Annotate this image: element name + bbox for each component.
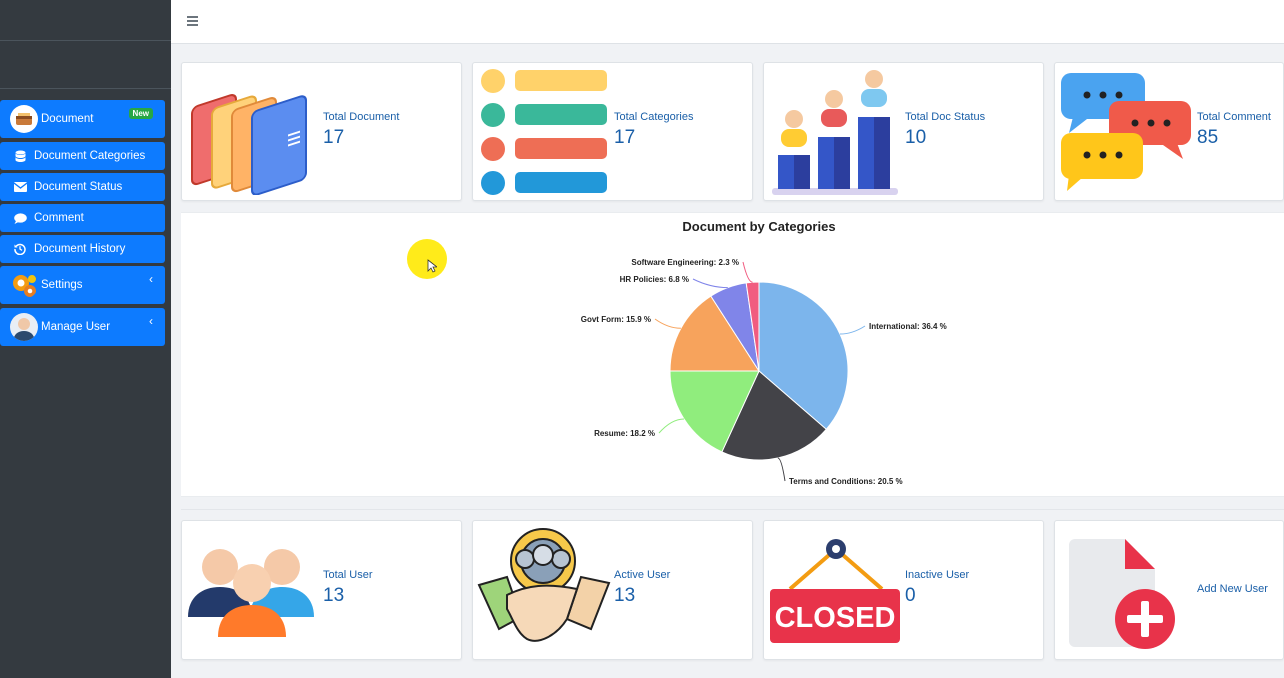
hamburger-menu-icon[interactable] [187, 16, 198, 26]
pie-leader-line [654, 318, 681, 329]
gears-icon [10, 271, 38, 299]
closed-sign-text: CLOSED [775, 602, 896, 634]
stat-card-total-user[interactable]: Total User 13 [181, 520, 462, 660]
users-group-icon [188, 549, 314, 637]
stat-label: Total Document [323, 111, 400, 123]
chevron-left-icon: ‹ [149, 314, 153, 328]
stat-label: Total User [323, 569, 373, 581]
stat-value: 13 [614, 585, 636, 606]
closed-sign-icon: CLOSED [770, 539, 900, 643]
top-navbar [171, 0, 1284, 44]
stat-value: 0 [905, 585, 916, 606]
stat-card-total-doc-status[interactable]: Total Doc Status 10 [763, 62, 1044, 201]
chart-title: Document by Categories [682, 219, 836, 234]
pie-data-label: Terms and Conditions: 20.5 % [789, 477, 903, 486]
history-icon [12, 241, 28, 257]
people-bar-chart-icon [772, 70, 898, 195]
document-box-icon [10, 105, 38, 133]
folders-icon [191, 93, 307, 195]
sidebar-item-label: Document [41, 113, 94, 125]
sidebar-item-label: Document Status [34, 181, 123, 193]
speech-bubble-icon [12, 210, 28, 226]
pie-leader-line [658, 418, 685, 434]
colored-list-icon [481, 69, 607, 195]
sidebar-item-label: Manage User [41, 321, 111, 333]
pie-leader-line [777, 457, 786, 482]
sidebar-item-label: Settings [41, 279, 83, 291]
sidebar-item-document-status[interactable]: Document Status [0, 173, 165, 201]
pie-leader-line [839, 325, 866, 335]
stat-value: 10 [905, 127, 927, 148]
pie-data-label: International: 36.4 % [869, 322, 947, 331]
stat-value: 17 [323, 127, 345, 148]
chevron-left-icon: ‹ [149, 272, 153, 286]
sidebar-item-comment[interactable]: Comment [0, 204, 165, 232]
stat-label: Total Categories [614, 111, 694, 123]
sidebar-divider [0, 88, 171, 89]
pie-data-label: HR Policies: 6.8 % [620, 275, 689, 284]
sidebar-item-label: Document Categories [34, 150, 146, 162]
pie-leader-line [742, 261, 753, 283]
pie-data-label: Resume: 18.2 % [594, 429, 655, 438]
stat-card-total-comment[interactable]: Total Comment 85 [1054, 62, 1284, 201]
stat-label: Active User [614, 569, 671, 581]
sidebar-item-manage-user[interactable]: Manage User ‹ [0, 308, 165, 346]
handshake-gear-icon [477, 528, 611, 642]
mouse-pointer-icon [427, 259, 437, 273]
document-by-categories-chart: Document by Categories International: 36… [181, 212, 1284, 497]
new-badge: New [128, 108, 153, 119]
sidebar-item-label: Comment [34, 212, 84, 224]
stat-card-total-categories[interactable]: Total Categories 17 [472, 62, 753, 201]
pie-slice-terms-and-conditions[interactable] [721, 370, 827, 461]
stat-label: Total Doc Status [905, 111, 986, 123]
pie-data-label: Govt Form: 15.9 % [581, 315, 651, 324]
chat-bubbles-icon [1061, 73, 1191, 191]
pie-data-label: Software Engineering: 2.3 % [631, 258, 739, 267]
envelope-icon [12, 179, 28, 195]
user-avatar-icon [10, 313, 38, 341]
stat-label: Inactive User [905, 569, 970, 581]
sidebar-item-document-history[interactable]: Document History [0, 235, 165, 263]
stat-value: 17 [614, 127, 636, 148]
section-divider [181, 509, 1284, 510]
pie-slice-govt-form[interactable] [669, 295, 760, 372]
pie-leader-line [692, 278, 728, 289]
sidebar-item-document[interactable]: Document New [0, 100, 165, 138]
stat-card-inactive-user[interactable]: CLOSED Inactive User 0 [763, 520, 1044, 660]
sidebar-item-document-categories[interactable]: Document Categories [0, 142, 165, 170]
sidebar-item-settings[interactable]: Settings ‹ [0, 266, 165, 304]
database-icon [12, 148, 28, 164]
stat-value: 13 [323, 585, 345, 606]
stat-value: 85 [1197, 127, 1219, 148]
stat-label: Total Comment [1197, 111, 1271, 123]
add-new-user-link[interactable]: Add New User [1197, 583, 1268, 595]
cursor-highlight [407, 239, 447, 279]
pie-chart: International: 36.4 % Terms and Condition… [581, 258, 947, 486]
stat-card-active-user[interactable]: Active User 13 [472, 520, 753, 660]
add-document-icon [1069, 539, 1175, 649]
sidebar: Document New Document Categories Documen… [0, 0, 171, 678]
stat-card-total-document[interactable]: Total Document 17 [181, 62, 462, 201]
pie-slice-software-engineering[interactable] [745, 281, 760, 372]
stat-card-add-new-user[interactable]: Add New User [1054, 520, 1284, 660]
sidebar-divider [0, 40, 171, 41]
sidebar-item-label: Document History [34, 243, 126, 255]
pie-slice-resume[interactable] [669, 370, 760, 453]
